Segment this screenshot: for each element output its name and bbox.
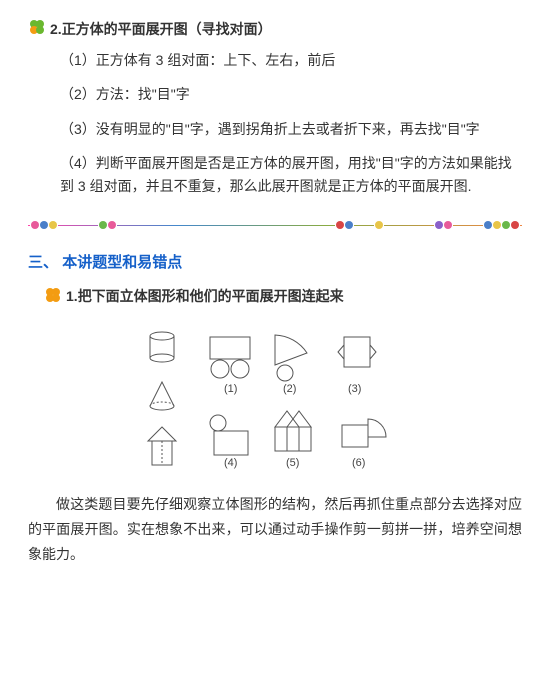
flower-cluster-4	[374, 221, 384, 229]
flower-cluster-2	[98, 221, 117, 229]
geometry-figure: (1) (2) (3) (4) (5) (6)	[120, 327, 430, 472]
heading-3-1-number: 1.	[66, 288, 78, 304]
heading-2-number: 2.	[50, 21, 62, 37]
flower-divider	[28, 215, 522, 235]
explanation-paragraph: 做这类题目要先仔细观察立体图形的结构，然后再抓住重点部分去选择对应的平面展开图。…	[28, 492, 522, 568]
item-2-4: （4）判断平面展开图是否是正方体的展开图，用找"目"字的方法如果能找到 3 组对…	[28, 152, 522, 197]
section-3-prefix: 三、	[28, 254, 58, 271]
item-2-3: （3）没有明显的"目"字，遇到拐角折上去或者折下来，再去找"目"字	[28, 118, 522, 140]
clover-icon	[28, 18, 46, 39]
figure-svg	[120, 327, 430, 472]
heading-2: 2. 正方体的平面展开图（寻找对面）	[28, 18, 522, 39]
fig-label-6: (6)	[352, 457, 365, 469]
fig-label-1: (1)	[224, 383, 237, 395]
fig-label-3: (3)	[348, 383, 361, 395]
item-2-2: （2）方法：找"目"字	[28, 83, 522, 105]
flower-cluster-5	[434, 221, 453, 229]
section-3-text: 本讲题型和易错点	[62, 254, 182, 271]
fig-label-4: (4)	[224, 457, 237, 469]
fig-label-2: (2)	[283, 383, 296, 395]
heading-3-1-title: 把下面立体图形和他们的平面展开图连起来	[78, 286, 344, 306]
clover-icon-2	[44, 286, 62, 307]
flower-cluster-3	[335, 221, 354, 229]
section-3-title: 三、 本讲题型和易错点	[28, 251, 522, 272]
fig-label-5: (5)	[286, 457, 299, 469]
heading-3-1: 1. 把下面立体图形和他们的平面展开图连起来	[28, 286, 522, 307]
item-2-1: （1）正方体有 3 组对面：上下、左右，前后	[28, 49, 522, 71]
flower-cluster-1	[30, 221, 58, 229]
flower-cluster-6	[483, 221, 520, 229]
heading-2-title: 正方体的平面展开图（寻找对面）	[62, 19, 272, 39]
